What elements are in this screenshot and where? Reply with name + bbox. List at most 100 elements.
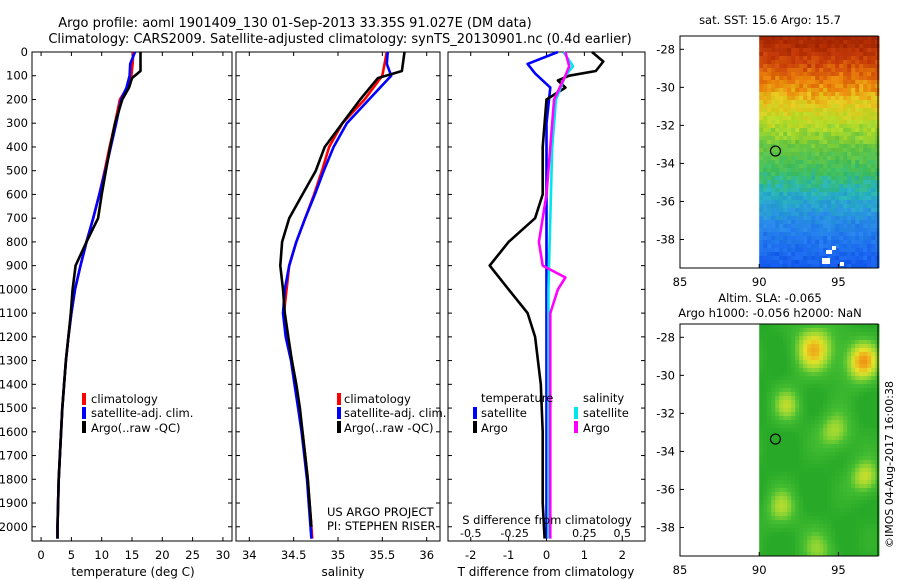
map-cell bbox=[759, 108, 764, 113]
map-cell bbox=[799, 240, 804, 245]
map-cell bbox=[827, 376, 832, 381]
map-cell bbox=[795, 528, 800, 533]
map-cell bbox=[839, 440, 844, 445]
map-cell bbox=[767, 548, 772, 553]
map-cell bbox=[791, 160, 796, 165]
map-cell bbox=[783, 168, 788, 173]
map-cell bbox=[799, 244, 804, 249]
map-cell bbox=[779, 412, 784, 417]
map-cell bbox=[779, 48, 784, 53]
map-cell bbox=[847, 464, 852, 469]
map-cell bbox=[855, 160, 860, 165]
map-cell bbox=[811, 244, 816, 249]
map-cell bbox=[871, 324, 876, 329]
map-cell bbox=[823, 404, 828, 409]
map-cell bbox=[831, 200, 836, 205]
map-cell bbox=[759, 104, 764, 109]
map-cell bbox=[819, 356, 824, 361]
map-cell bbox=[823, 536, 828, 541]
map-cell bbox=[771, 104, 776, 109]
map-cell bbox=[859, 540, 864, 545]
map-cell bbox=[867, 396, 872, 401]
map-cell bbox=[815, 172, 820, 177]
map-cell bbox=[775, 72, 780, 77]
map-cell bbox=[795, 204, 800, 209]
map-cell bbox=[823, 72, 828, 77]
map-cell bbox=[767, 480, 772, 485]
map-cell bbox=[795, 436, 800, 441]
map-cell bbox=[791, 432, 796, 437]
map-cell bbox=[799, 360, 804, 365]
map-cell bbox=[827, 524, 832, 529]
map-cell bbox=[863, 392, 868, 397]
map-cell bbox=[851, 424, 856, 429]
map-cell bbox=[779, 240, 784, 245]
map-cell bbox=[787, 516, 792, 521]
map-cell bbox=[771, 448, 776, 453]
map-cell bbox=[767, 424, 772, 429]
map-cell bbox=[791, 108, 796, 113]
map-cell bbox=[867, 500, 872, 505]
map-cell bbox=[851, 400, 856, 405]
map-cell bbox=[835, 456, 840, 461]
map-cell bbox=[867, 52, 872, 57]
map-cell bbox=[827, 184, 832, 189]
map-cell bbox=[795, 192, 800, 197]
map-cell bbox=[843, 100, 848, 105]
map-cell bbox=[859, 536, 864, 541]
map-cell bbox=[823, 388, 828, 393]
map-cell bbox=[791, 324, 796, 329]
map-cell bbox=[799, 72, 804, 77]
map-cell bbox=[807, 524, 812, 529]
map-cell bbox=[875, 380, 880, 385]
map-cell bbox=[867, 384, 872, 389]
map-cell bbox=[863, 36, 868, 41]
map-cell bbox=[811, 436, 816, 441]
temperature-legend: climatology satellite-adj. clim. Argo(..… bbox=[82, 392, 193, 435]
map-cell bbox=[759, 36, 764, 41]
map-cell bbox=[787, 324, 792, 329]
map-cell bbox=[775, 156, 780, 161]
map-cell bbox=[819, 260, 824, 265]
map-cell bbox=[823, 532, 828, 537]
y-tick-label: 1000 bbox=[0, 282, 28, 296]
map-cell bbox=[855, 132, 860, 137]
map-cell bbox=[767, 512, 772, 517]
map-cell bbox=[819, 236, 824, 241]
x-tick-label: 35.5 bbox=[370, 548, 396, 562]
map-cell bbox=[803, 48, 808, 53]
map-cell bbox=[795, 328, 800, 333]
map-cell bbox=[847, 336, 852, 341]
map-cell bbox=[775, 392, 780, 397]
map-cell bbox=[811, 420, 816, 425]
map-cell bbox=[803, 128, 808, 133]
map-cell bbox=[783, 76, 788, 81]
map-cell bbox=[771, 264, 776, 269]
map-cell bbox=[807, 164, 812, 169]
map-cell bbox=[851, 444, 856, 449]
map-cell bbox=[847, 164, 852, 169]
map-cell bbox=[771, 456, 776, 461]
map-cell bbox=[767, 508, 772, 513]
map-cell bbox=[779, 236, 784, 241]
map-cell bbox=[847, 332, 852, 337]
map-cell bbox=[867, 504, 872, 509]
map-cell bbox=[847, 516, 852, 521]
map-cell bbox=[783, 372, 788, 377]
map-cell bbox=[823, 492, 828, 497]
map-cell bbox=[767, 116, 772, 121]
map-y-tick-label: -36 bbox=[656, 194, 675, 208]
map-cell bbox=[827, 408, 832, 413]
map-cell bbox=[819, 224, 824, 229]
map-cell bbox=[847, 228, 852, 233]
map-cell bbox=[843, 408, 848, 413]
map-cell bbox=[783, 224, 788, 229]
map-cell bbox=[791, 52, 796, 57]
map-cell bbox=[807, 184, 812, 189]
map-cell bbox=[863, 172, 868, 177]
map-cell bbox=[831, 352, 836, 357]
map-cell bbox=[763, 164, 768, 169]
map-cell bbox=[839, 236, 844, 241]
map-cell bbox=[799, 400, 804, 405]
map-cell bbox=[823, 160, 828, 165]
